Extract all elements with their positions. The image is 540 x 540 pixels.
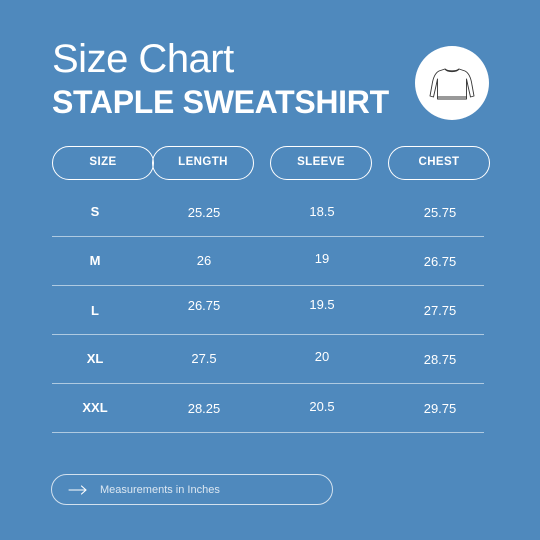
size-cell: XL: [86, 351, 104, 366]
length-cell: 28.25: [187, 401, 221, 416]
length-cell: 25.25: [187, 205, 221, 220]
sleeve-cell: 18.5: [309, 204, 335, 219]
sleeve-cell: 20: [314, 349, 330, 364]
arrow-right-icon: [68, 485, 87, 495]
column-header-chest: CHEST: [388, 146, 490, 180]
length-cell: 26.75: [187, 298, 221, 313]
length-cell: 27.5: [191, 351, 217, 366]
product-thumbnail: [415, 46, 489, 120]
column-header-length: LENGTH: [152, 146, 254, 180]
size-cell: XXL: [82, 400, 108, 415]
table-row: XXL 28.25 20.5 29.75: [52, 384, 484, 433]
size-cell: S: [90, 204, 100, 219]
sleeve-cell: 20.5: [309, 399, 335, 414]
size-cell: M: [89, 253, 101, 268]
table-row: XL 27.5 20 28.75: [52, 335, 484, 384]
sleeve-cell: 19: [314, 251, 330, 266]
table-row: M 26 19 26.75: [52, 237, 484, 286]
length-cell: 26: [196, 253, 212, 268]
column-header-sleeve: SLEEVE: [270, 146, 372, 180]
chest-cell: 27.75: [423, 303, 457, 318]
chest-cell: 26.75: [423, 254, 457, 269]
page-title: Size Chart: [52, 37, 234, 81]
measurement-note-text: Measurements in Inches: [100, 484, 220, 496]
column-header-size: SIZE: [52, 146, 154, 180]
measurement-note: Measurements in Inches: [51, 474, 333, 505]
chest-cell: 28.75: [423, 352, 457, 367]
table-row: S 25.25 18.5 25.75: [52, 188, 484, 237]
sweatshirt-icon: [429, 68, 475, 100]
chest-cell: 29.75: [423, 401, 457, 416]
sleeve-cell: 19.5: [309, 297, 335, 312]
chest-cell: 25.75: [423, 205, 457, 220]
table-row: L 26.75 19.5 27.75: [52, 286, 484, 335]
product-name: STAPLE SWEATSHIRT: [52, 84, 389, 120]
size-cell: L: [91, 303, 99, 318]
